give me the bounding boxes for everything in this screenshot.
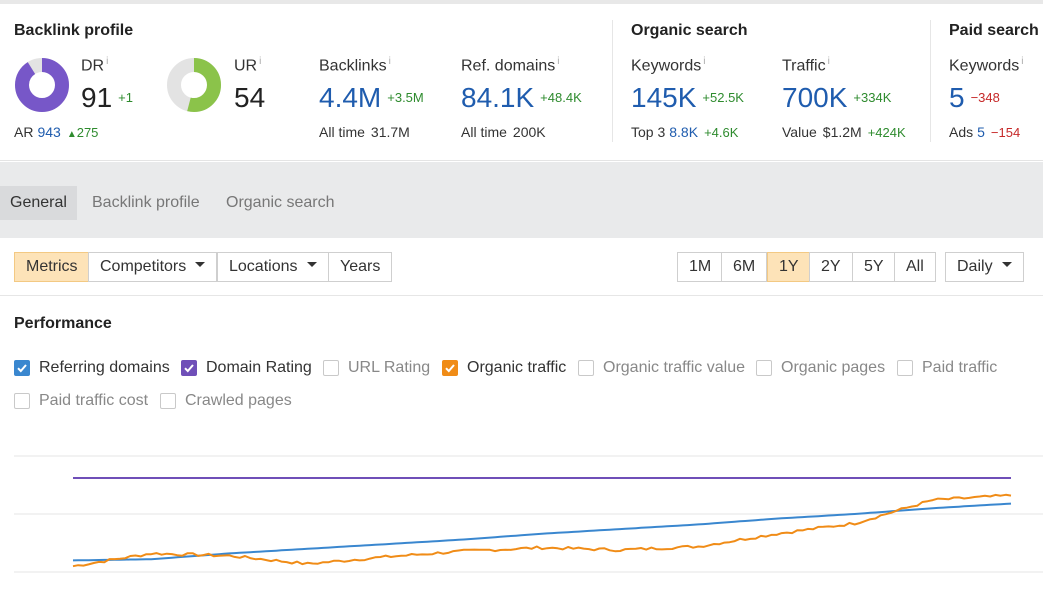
ar-delta: ▲275 bbox=[66, 125, 99, 140]
organic-keywords-value-row: 145K +52.5K bbox=[631, 82, 744, 116]
caret-down-icon bbox=[1001, 262, 1012, 268]
checkbox-label: Paid traffic cost bbox=[39, 392, 149, 409]
summary-panel: Backlink profile DR i 91 +1 AR 943 ▲275 UR i … bbox=[0, 4, 1043, 161]
checkbox-checked-icon bbox=[181, 360, 197, 376]
ads-row: Ads 5 −154 bbox=[949, 124, 1021, 140]
divider bbox=[930, 20, 931, 142]
checkbox-label: Crawled pages bbox=[185, 392, 292, 409]
paid-keywords-value-row: 5 −348 bbox=[949, 82, 1000, 116]
backlinks-all-time: All time 31.7M bbox=[319, 124, 410, 140]
top3-value[interactable]: 8.8K bbox=[669, 124, 699, 140]
checkbox-label: Referring domains bbox=[39, 359, 170, 376]
check-icon bbox=[184, 364, 194, 373]
performance-chart bbox=[14, 455, 1043, 573]
info-icon[interactable]: i bbox=[557, 56, 560, 67]
checkbox-label: Paid traffic bbox=[922, 359, 998, 376]
ref-domains-all-time: All time 200K bbox=[461, 124, 546, 140]
dr-delta: +1 bbox=[118, 89, 133, 105]
range-all-button[interactable]: All bbox=[894, 252, 936, 282]
ads-value[interactable]: 5 bbox=[977, 124, 985, 140]
checkbox-empty-icon bbox=[578, 360, 594, 376]
checkbox-label: Organic traffic value bbox=[603, 359, 745, 376]
range-1m-button[interactable]: 1M bbox=[677, 252, 724, 282]
info-icon[interactable]: i bbox=[1021, 56, 1024, 67]
range-6m-button[interactable]: 6M bbox=[721, 252, 768, 282]
traffic-value-row: 700K +334K bbox=[782, 82, 891, 116]
checkbox-empty-icon bbox=[897, 360, 913, 376]
traffic-value[interactable]: 700K bbox=[782, 82, 848, 113]
info-icon[interactable]: i bbox=[388, 56, 391, 67]
paid-keywords-delta: −348 bbox=[970, 89, 1000, 105]
checkbox-label: Domain Rating bbox=[206, 359, 312, 376]
locations-dropdown[interactable]: Locations bbox=[217, 252, 329, 282]
checkbox-empty-icon bbox=[14, 393, 30, 409]
info-icon[interactable]: i bbox=[106, 56, 109, 67]
years-button[interactable]: Years bbox=[328, 252, 393, 282]
top3-row: Top 3 8.8K +4.6K bbox=[631, 124, 739, 140]
organic-keywords-value[interactable]: 145K bbox=[631, 82, 697, 113]
competitors-dropdown[interactable]: Competitors bbox=[88, 252, 218, 282]
organic-keywords-label: Keywords i bbox=[631, 56, 706, 75]
ur-value: 54 bbox=[234, 82, 266, 113]
traffic-value-row-sub: Value $1.2M +424K bbox=[782, 124, 906, 140]
checkbox-label: Organic pages bbox=[781, 359, 886, 376]
performance-title: Performance bbox=[14, 315, 112, 332]
backlinks-value[interactable]: 4.4M bbox=[319, 82, 382, 113]
caret-down-icon bbox=[306, 262, 317, 268]
range-1y-button[interactable]: 1Y bbox=[767, 252, 811, 282]
backlinks-delta: +3.5M bbox=[387, 89, 424, 105]
range-2y-button[interactable]: 2Y bbox=[809, 252, 853, 282]
paid-search-title: Paid search bbox=[949, 22, 1039, 39]
paid-keywords-value[interactable]: 5 bbox=[949, 82, 965, 113]
triangle-up-icon: ▲ bbox=[66, 129, 77, 140]
top-border bbox=[0, 0, 1043, 4]
dr-donut-chart bbox=[15, 58, 69, 112]
divider bbox=[612, 20, 613, 142]
info-icon[interactable]: i bbox=[827, 56, 830, 67]
checkbox-checked-icon bbox=[442, 360, 458, 376]
checkbox-empty-icon bbox=[160, 393, 176, 409]
backlink-profile-title: Backlink profile bbox=[14, 22, 134, 39]
tab-backlink-profile[interactable]: Backlink profile bbox=[92, 194, 200, 211]
paid-keywords-label: Keywords i bbox=[949, 56, 1024, 75]
checkbox-label: URL Rating bbox=[348, 359, 431, 376]
backlinks-label: Backlinks i bbox=[319, 56, 391, 75]
ur-label: UR i bbox=[234, 56, 262, 75]
series-line-referring-domains bbox=[72, 502, 1012, 562]
ref-domains-value-row: 84.1K +48.4K bbox=[461, 82, 582, 116]
ref-domains-label: Ref. domains i bbox=[461, 56, 560, 75]
metrics-button[interactable]: Metrics bbox=[14, 252, 90, 282]
info-icon[interactable]: i bbox=[703, 56, 706, 67]
dr-label: DR i bbox=[81, 56, 109, 75]
ar-label: AR bbox=[14, 124, 34, 140]
dr-value: 91 bbox=[81, 82, 113, 113]
check-icon bbox=[445, 364, 455, 373]
ar-value[interactable]: 943 bbox=[37, 124, 61, 140]
organic-keywords-delta: +52.5K bbox=[702, 89, 744, 105]
chart-toolbar: Metrics Competitors Locations Years 1M 6… bbox=[0, 238, 1043, 296]
checkbox-checked-icon bbox=[14, 360, 30, 376]
organic-search-title: Organic search bbox=[631, 22, 748, 39]
checkbox-empty-icon bbox=[756, 360, 772, 376]
dr-value-row: 91 +1 bbox=[81, 82, 133, 116]
backlinks-value-row: 4.4M +3.5M bbox=[319, 82, 424, 116]
ur-donut-chart bbox=[167, 58, 221, 112]
ar-row: AR 943 ▲275 bbox=[14, 124, 98, 140]
ref-domains-delta: +48.4K bbox=[540, 89, 582, 105]
checkbox-label: Organic traffic bbox=[467, 359, 567, 376]
info-icon[interactable]: i bbox=[259, 56, 262, 67]
tab-bar: General Backlink profile Organic search bbox=[0, 162, 1043, 238]
traffic-label: Traffic i bbox=[782, 56, 830, 75]
ref-domains-value[interactable]: 84.1K bbox=[461, 82, 535, 113]
series-line-organic-traffic bbox=[72, 493, 1012, 568]
range-5y-button[interactable]: 5Y bbox=[852, 252, 896, 282]
interval-dropdown[interactable]: Daily bbox=[945, 252, 1024, 282]
traffic-delta: +334K bbox=[853, 89, 892, 105]
check-icon bbox=[17, 364, 27, 373]
checkbox-empty-icon bbox=[323, 360, 339, 376]
tab-general[interactable]: General bbox=[0, 186, 77, 220]
tab-organic-search[interactable]: Organic search bbox=[226, 194, 335, 211]
caret-down-icon bbox=[195, 262, 206, 268]
